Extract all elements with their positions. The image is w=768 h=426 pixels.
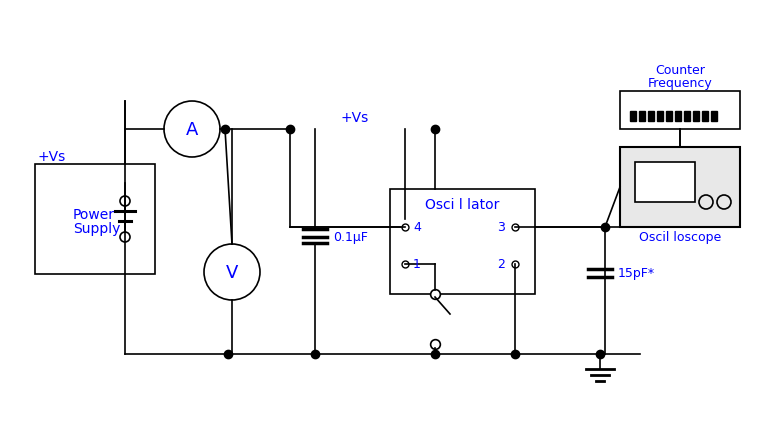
- Bar: [711, 112, 717, 122]
- Bar: [620, 92, 740, 130]
- Text: Osci l lator: Osci l lator: [425, 198, 500, 211]
- Bar: [702, 112, 708, 122]
- Bar: [675, 112, 681, 122]
- Text: 0.1μF: 0.1μF: [333, 231, 368, 244]
- Text: Oscil loscope: Oscil loscope: [639, 231, 721, 244]
- Bar: [693, 112, 699, 122]
- Text: 3: 3: [497, 221, 505, 234]
- Text: V: V: [226, 263, 238, 281]
- Text: +Vs: +Vs: [340, 111, 368, 125]
- Text: +Vs: +Vs: [37, 150, 65, 164]
- Text: Frequency: Frequency: [647, 77, 713, 90]
- Text: Counter: Counter: [655, 63, 705, 76]
- Bar: [639, 112, 645, 122]
- Text: 1: 1: [413, 258, 421, 271]
- Bar: [657, 112, 663, 122]
- Bar: [666, 112, 672, 122]
- Bar: [390, 190, 535, 294]
- Text: 2: 2: [497, 258, 505, 271]
- Bar: [648, 112, 654, 122]
- Bar: [684, 112, 690, 122]
- Text: Power: Power: [73, 207, 115, 222]
- Bar: [630, 112, 636, 122]
- Text: 4: 4: [413, 221, 421, 234]
- Text: Supply: Supply: [73, 222, 121, 236]
- Bar: [620, 148, 740, 227]
- Text: 15pF*: 15pF*: [618, 267, 655, 280]
- Bar: [635, 163, 695, 202]
- Bar: [35, 164, 155, 274]
- Text: A: A: [186, 121, 198, 139]
